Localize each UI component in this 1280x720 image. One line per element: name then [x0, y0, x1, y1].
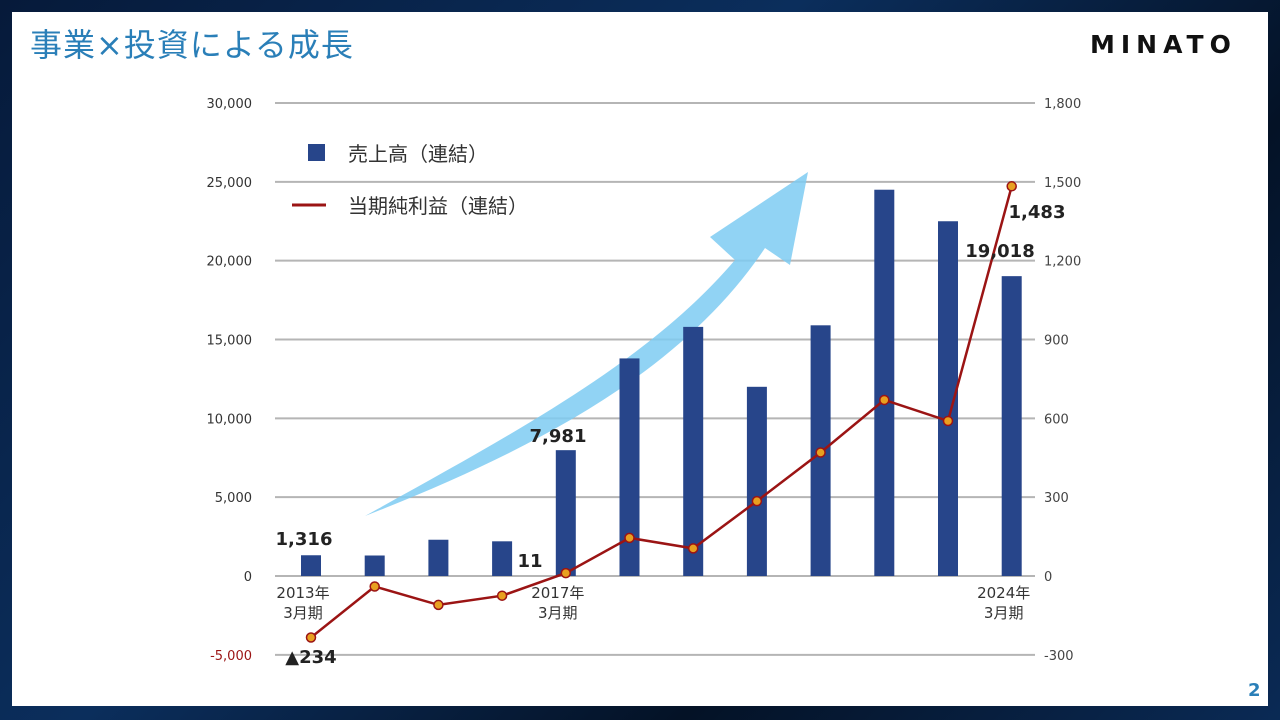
- legend-bar-swatch: [308, 144, 325, 161]
- bar: [492, 541, 513, 576]
- right-tick-label: 600: [1044, 412, 1069, 427]
- profit-line: [310, 185, 1013, 639]
- left-tick-label: 5,000: [215, 491, 252, 506]
- profit-point: [1006, 181, 1017, 192]
- data-label: ▲234: [285, 647, 336, 668]
- profit-point: [560, 567, 572, 579]
- right-tick-label: 900: [1044, 334, 1069, 349]
- growth-arrow: [365, 172, 808, 516]
- data-label: 19,018: [965, 241, 1034, 262]
- bar: [555, 450, 576, 576]
- profit-point: [624, 532, 635, 544]
- profit-point: [496, 590, 508, 601]
- bar: [938, 221, 958, 576]
- left-tick-label: -5,000: [210, 649, 252, 664]
- left-tick-label: 15,000: [207, 334, 253, 349]
- x-tick-label: 3月期: [984, 604, 1024, 622]
- profit-point: [687, 543, 699, 554]
- bar: [301, 555, 321, 576]
- bar: [428, 539, 449, 576]
- bar: [364, 555, 385, 576]
- legend-label: 当期純利益（連結）: [348, 194, 528, 218]
- left-tick-label: 10,000: [207, 412, 253, 427]
- x-tick-label: 2013年: [276, 584, 329, 602]
- bar: [619, 358, 640, 576]
- data-label: 11: [517, 551, 542, 572]
- right-tick-label: 1,800: [1044, 97, 1081, 112]
- bar: [746, 386, 767, 576]
- bar: [1001, 276, 1022, 576]
- x-tick-label: 3月期: [538, 604, 578, 622]
- left-tick-label: 20,000: [207, 255, 253, 270]
- x-tick-label: 2017年: [531, 584, 584, 602]
- x-tick-label: 2024年: [977, 584, 1030, 602]
- bar: [683, 326, 704, 576]
- profit-point: [751, 495, 763, 507]
- profit-point: [815, 447, 826, 458]
- data-label: 1,316: [276, 529, 333, 550]
- page-title: 事業×投資による成長: [30, 26, 354, 64]
- right-tick-label: 1,200: [1044, 255, 1081, 270]
- legend-label: 売上高（連結）: [348, 142, 488, 166]
- profit-point: [369, 581, 380, 592]
- right-tick-label: 1,500: [1044, 176, 1081, 191]
- data-label: 7,981: [530, 426, 587, 447]
- left-tick-label: 25,000: [207, 176, 253, 191]
- x-tick-label: 3月期: [283, 604, 323, 622]
- right-tick-label: 0: [1044, 570, 1052, 585]
- left-tick-label: 0: [244, 570, 252, 585]
- left-tick-label: 30,000: [207, 97, 253, 112]
- right-tick-label: -300: [1044, 649, 1074, 664]
- profit-point: [879, 394, 890, 406]
- profit-point: [942, 415, 954, 427]
- logo: MINATO: [1090, 30, 1237, 59]
- right-tick-label: 300: [1044, 491, 1069, 506]
- profit-point: [433, 599, 444, 611]
- profit-point: [305, 632, 317, 643]
- bar: [874, 189, 895, 576]
- data-label: 1,483: [1009, 202, 1066, 223]
- page-number: 2: [1248, 680, 1261, 701]
